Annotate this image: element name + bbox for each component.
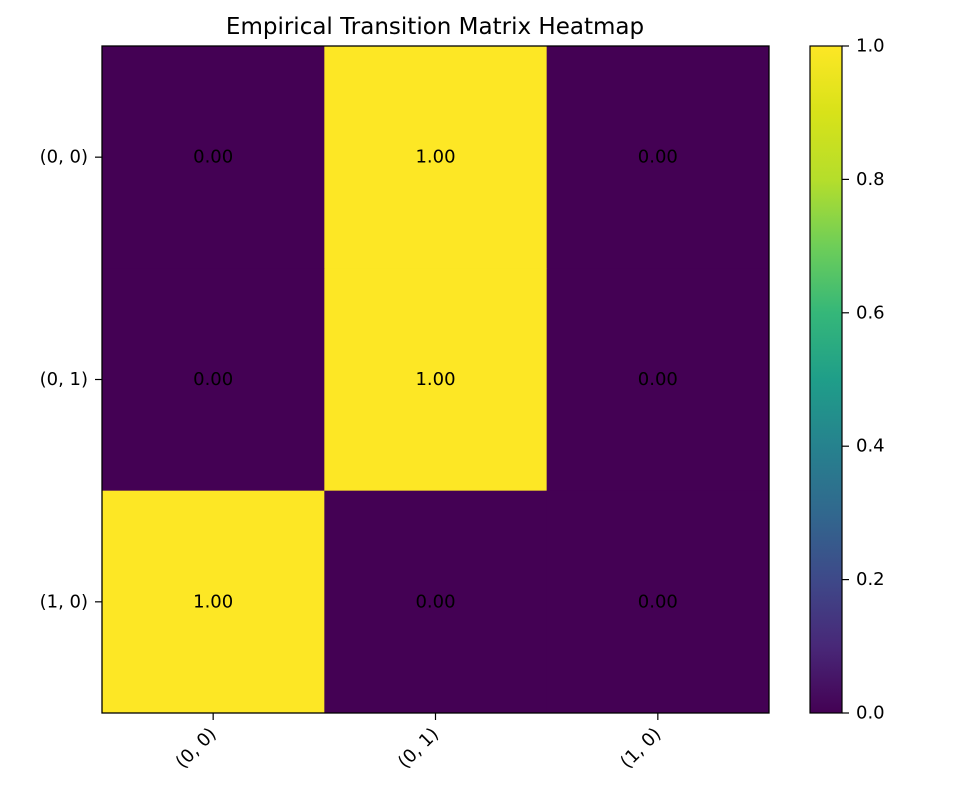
- cell-value-label: 1.00: [415, 369, 455, 390]
- heatmap-cell: [546, 268, 770, 492]
- heatmap-cell: [102, 268, 325, 492]
- heatmap-cell: [324, 490, 548, 714]
- colorbar-frame: [809, 45, 843, 714]
- colorbar-tick-label: 0.2: [856, 569, 885, 590]
- cell-value-label: 0.00: [638, 591, 678, 612]
- x-tick-label: (0, 0): [172, 724, 221, 773]
- colorbar-tick-label: 0.0: [856, 703, 885, 724]
- cell-value-label: 1.00: [193, 591, 233, 612]
- x-tick-label: (0, 1): [394, 724, 443, 773]
- colorbar-tick-label: 0.8: [856, 169, 885, 190]
- heatmap-cell: [546, 490, 770, 714]
- colorbar-tick-label: 1.0: [856, 36, 885, 57]
- y-tick-label: (0, 0): [40, 147, 88, 168]
- colorbar-tick-label: 0.6: [856, 302, 885, 323]
- colorbar-gradient: [810, 46, 842, 713]
- y-tick-label: (1, 0): [40, 591, 88, 612]
- cell-value-label: 0.00: [415, 591, 455, 612]
- heatmap-cell: [324, 268, 548, 492]
- cell-value-label: 0.00: [638, 147, 678, 168]
- heatmap-cell: [102, 46, 325, 269]
- y-axis: (0, 0) (0, 1) (1, 0): [40, 147, 102, 612]
- colorbar: 0.0 0.2 0.4 0.6 0.8 1.0: [809, 36, 885, 724]
- heatmap-cell: [324, 46, 548, 269]
- y-tick-label: (0, 1): [40, 369, 88, 390]
- heatmap-cell: [546, 46, 770, 269]
- x-tick-label: (1, 0): [616, 724, 665, 773]
- cell-value-label: 1.00: [415, 147, 455, 168]
- heatmap-cell: [102, 490, 325, 714]
- cell-value-label: 0.00: [638, 369, 678, 390]
- colorbar-tick-label: 0.4: [856, 436, 885, 457]
- cell-value-label: 0.00: [193, 147, 233, 168]
- heatmap-plot-area: 0.00 1.00 0.00 0.00 1.00 0.00 1.00 0.00 0.00: [101, 45, 770, 714]
- cell-value-label: 0.00: [193, 369, 233, 390]
- chart-title: Empirical Transition Matrix Heatmap: [226, 14, 644, 40]
- x-axis: (0, 0) (0, 1) (1, 0): [172, 713, 665, 773]
